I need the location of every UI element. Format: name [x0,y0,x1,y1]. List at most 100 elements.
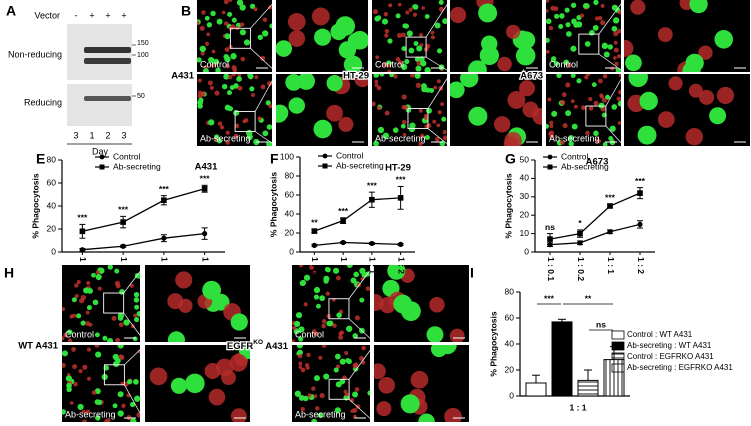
green-cell [559,13,565,19]
red-cell [300,367,306,373]
green-cell [288,97,305,114]
significance-label: *** [118,205,129,215]
green-cell [617,100,621,107]
blot-vector-label: Vector [34,10,60,20]
blot-day: 3 [73,130,78,140]
red-cell [76,279,81,285]
micrograph [374,265,469,342]
green-cell [107,265,114,270]
green-cell [129,401,136,408]
red-cell [78,368,83,374]
green-cell [266,124,272,130]
red-cell [379,296,396,314]
red-cell [560,99,566,106]
green-cell [208,56,215,64]
green-cell [313,375,320,382]
green-cell [319,295,326,302]
red-cell [85,310,90,315]
bar [551,321,573,397]
panel-label: F [270,151,279,167]
micrograph-background [546,0,621,72]
zoom-box [103,292,125,314]
red-cell [573,104,578,109]
red-cell [401,119,407,125]
red-cell [698,45,713,60]
red-cell [377,106,382,111]
green-cell [571,123,578,130]
blot-marker: 50 [137,93,145,100]
red-cell [430,35,435,40]
zoom-box [328,378,350,400]
red-cell [593,100,599,106]
red-cell [204,41,210,46]
red-cell [338,334,344,340]
red-cell [94,345,100,348]
significance-label: *** [338,206,349,216]
y-axis-label: % Phagocytosis [488,311,498,376]
red-cell [546,8,549,13]
red-cell [432,119,437,124]
red-cell [73,381,78,387]
y-tick-label: 20 [47,223,57,233]
red-cell [243,118,249,123]
red-cell [716,86,735,105]
green-cell [414,74,421,79]
green-cell [382,132,390,139]
green-cell [167,331,186,342]
green-cell [214,134,220,140]
zoom-connector [348,399,375,423]
data-point [577,230,583,237]
red-cell [383,11,389,17]
red-cell [353,414,357,419]
red-cell [549,133,555,139]
green-cell [92,299,99,306]
red-cell [315,406,320,411]
red-cell [233,133,239,139]
series-line [314,197,401,232]
red-cell [91,390,97,395]
green-cell [294,320,301,327]
red-cell [321,323,326,329]
green-cell [389,74,395,78]
red-cell [309,265,315,270]
red-cell [610,66,615,71]
red-cell [354,387,360,392]
red-cell [374,79,379,84]
green-cell [296,345,304,349]
red-cell [97,286,102,291]
red-cell [211,49,216,54]
condition-label: Ab-secreting [375,133,426,143]
red-cell [79,298,85,304]
red-cell [410,370,429,389]
red-cell [613,31,619,37]
green-cell [582,3,589,9]
x-tick-label: 1 : 2 [200,257,210,274]
red-cell [332,323,337,328]
red-cell [215,358,234,377]
green-cell [515,45,536,66]
y-tick-label: 10 [520,228,530,238]
y-tick-label: 40 [47,200,57,210]
red-cell [616,54,621,59]
green-cell [424,14,430,19]
zoom-connector [250,0,277,29]
legend-label: Control : EGFRKO A431 [627,352,714,361]
red-cell [69,401,74,405]
red-cell [201,10,206,15]
red-cell [237,85,243,91]
panel-label: G [505,151,516,167]
y-tick-label: 100 [280,151,294,161]
red-cell [344,392,349,397]
green-cell [565,22,571,28]
red-cell [303,302,308,307]
green-cell [249,86,255,92]
condition-label: Control [295,329,324,339]
green-cell [353,271,359,278]
significance-label: * [578,218,582,228]
red-cell [326,104,343,122]
zoom-box [229,27,251,49]
red-cell [522,101,539,118]
red-cell [86,347,91,352]
red-cell [74,293,79,299]
red-cell [440,102,445,107]
